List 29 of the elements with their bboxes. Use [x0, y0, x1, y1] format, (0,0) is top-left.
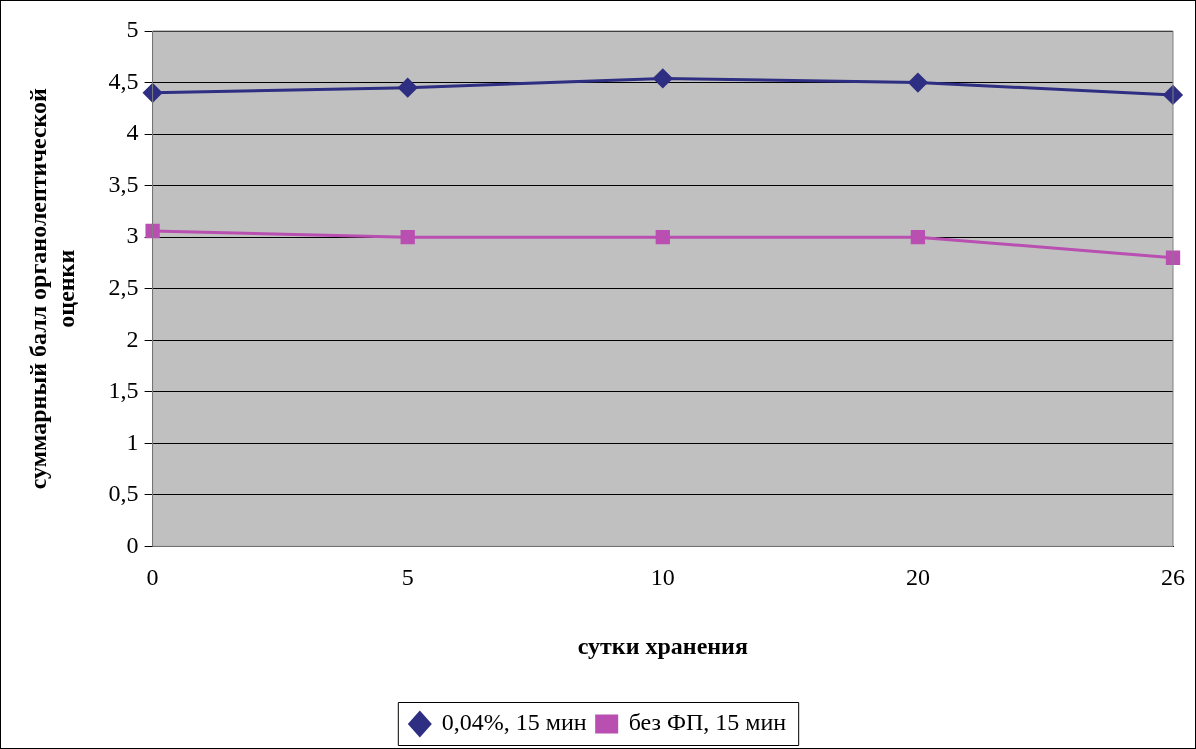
- point: [910, 230, 926, 245]
- point: [1163, 85, 1183, 105]
- y-tick-label: 5: [126, 16, 139, 43]
- x-tick-label: 26: [1161, 564, 1185, 591]
- x-tick-label: 10: [650, 564, 675, 591]
- point: [655, 230, 670, 245]
- y-tick-label: 2: [126, 325, 139, 352]
- point: [145, 223, 160, 239]
- x-axis-title: сутки хранения: [577, 632, 748, 659]
- legend-label: 0,04%, 15 мин: [441, 709, 587, 736]
- y-tick-label: 3,5: [108, 170, 139, 197]
- x-tick-label: 20: [905, 564, 930, 591]
- y-tick-label: 1: [126, 428, 139, 455]
- point: [400, 230, 415, 245]
- x-tick-label: 0: [146, 564, 159, 591]
- y-tick-label: 0: [126, 531, 139, 558]
- y-axis-title: суммарный балл органолептической оценки: [24, 87, 80, 490]
- y-tick-label: 4,5: [108, 67, 139, 94]
- y-tick-label: 4: [126, 119, 139, 146]
- y-tick-label: 2,5: [108, 274, 139, 300]
- point: [398, 78, 418, 98]
- point: [143, 83, 163, 103]
- y-tick-label: 3: [126, 222, 139, 249]
- legend-label: без ФП, 15 мин: [628, 709, 787, 736]
- y-tick-label: 1,5: [108, 377, 139, 404]
- point: [653, 68, 673, 88]
- y-tick-label: 0,5: [108, 480, 139, 507]
- x-tick-label: 5: [401, 564, 414, 591]
- point: [908, 73, 928, 93]
